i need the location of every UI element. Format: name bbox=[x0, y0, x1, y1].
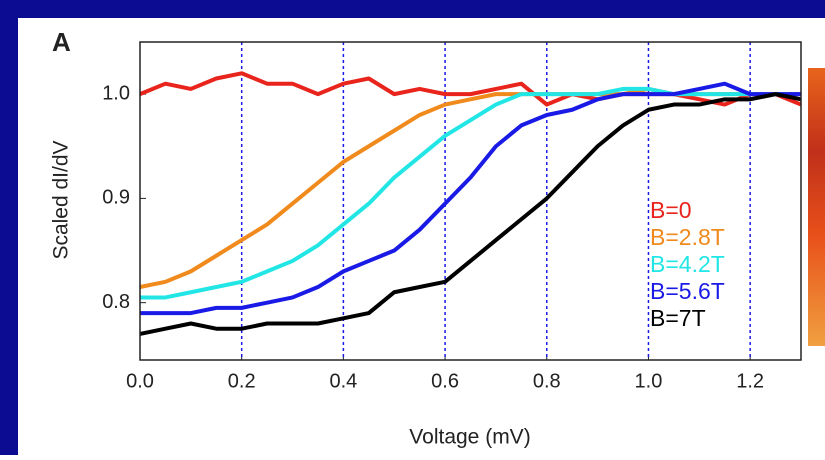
y-tick-label: 1.0 bbox=[102, 82, 130, 104]
x-axis-label: Voltage (mV) bbox=[409, 426, 530, 449]
y-axis-label: Scaled dI/dV bbox=[50, 140, 73, 259]
panel-label: A bbox=[52, 27, 71, 57]
plot-border bbox=[139, 41, 802, 361]
x-tick-label: 0.2 bbox=[228, 370, 256, 392]
data-line bbox=[139, 92, 802, 336]
data-line bbox=[140, 86, 801, 300]
legend-entry: B=0 bbox=[650, 197, 692, 223]
x-tick-label: 1.0 bbox=[635, 370, 663, 392]
y-tick-label: 0.8 bbox=[102, 291, 130, 313]
x-tick-label: 0.4 bbox=[329, 370, 357, 392]
image-strip bbox=[808, 68, 825, 346]
legend-entry: B=4.2T bbox=[650, 251, 725, 277]
y-tick-label: 0.9 bbox=[102, 187, 130, 209]
legend-entry: B=5.6T bbox=[650, 278, 725, 304]
x-tick-label: 0.6 bbox=[431, 370, 459, 392]
x-tick-label: 1.2 bbox=[736, 370, 764, 392]
legend-entry: B=2.8T bbox=[650, 224, 725, 250]
data-line bbox=[139, 71, 802, 107]
legend-entry: B=7T bbox=[650, 305, 706, 331]
x-tick-label: 0.8 bbox=[533, 370, 561, 392]
x-tick-label: 0.0 bbox=[126, 370, 154, 392]
data-line bbox=[140, 81, 801, 316]
